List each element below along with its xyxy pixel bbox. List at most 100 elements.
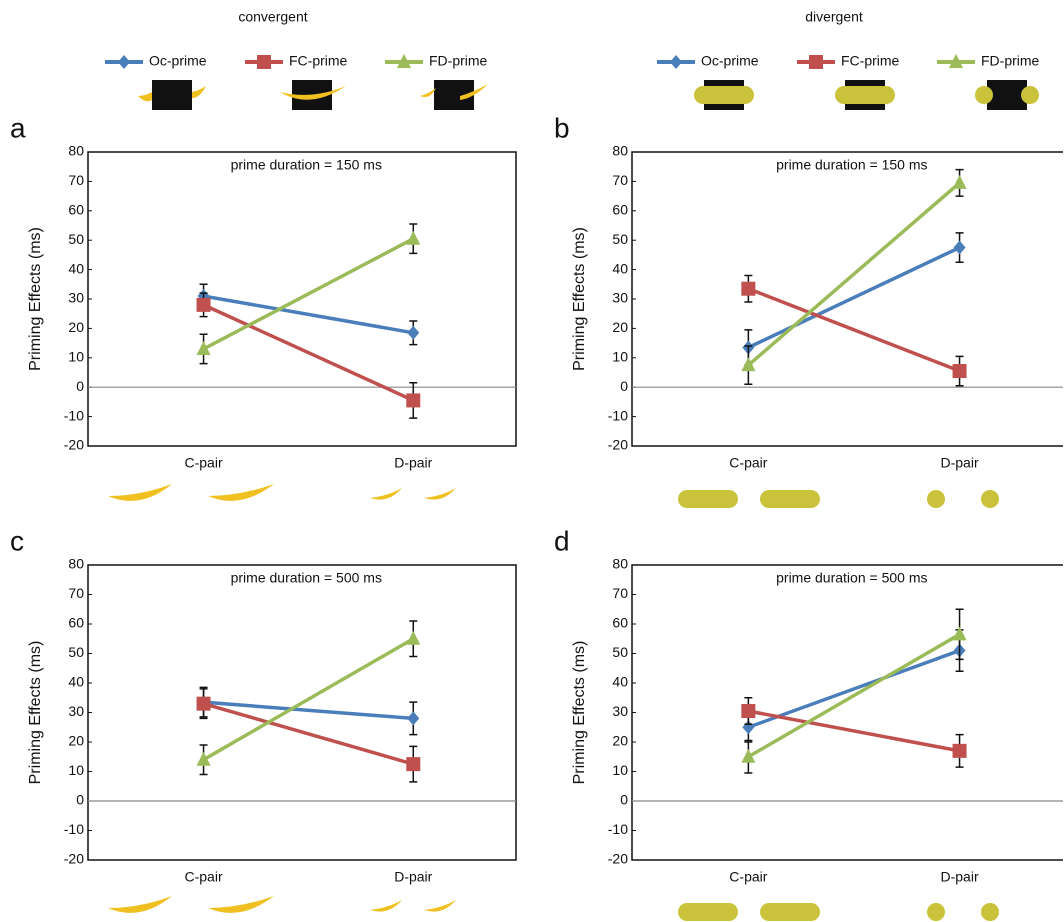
banana (370, 900, 402, 912)
plot-frame (631, 564, 1063, 861)
marker (397, 54, 411, 68)
x-tick-label: C-pair (729, 869, 767, 885)
blob (975, 86, 993, 104)
sausage (760, 903, 820, 921)
y-tick-label: -10 (64, 407, 84, 423)
x-tick-label: D-pair (940, 455, 978, 471)
column-title: divergent (805, 9, 863, 25)
marker (406, 230, 421, 245)
y-tick-label: -10 (608, 407, 628, 423)
plot-frame (87, 564, 517, 861)
legend-label: FD-prime (429, 53, 488, 69)
marker (953, 240, 966, 255)
stimulus-icons (108, 80, 1039, 921)
y-tick-label: 40 (612, 674, 628, 690)
y-tick-label: 50 (612, 231, 628, 247)
y-tick-label: 60 (68, 202, 84, 218)
series-line (202, 303, 415, 403)
y-tick-label: 80 (68, 143, 84, 159)
series-line (203, 701, 414, 766)
y-tick-label: 20 (68, 319, 84, 335)
banana (192, 86, 206, 98)
banana (208, 896, 274, 913)
y-tick-label: 10 (68, 349, 84, 365)
y-tick-label: 0 (620, 792, 628, 808)
y-tick-label: 10 (612, 762, 628, 778)
y-tick-label: 60 (612, 615, 628, 631)
y-tick-label: -20 (64, 851, 84, 867)
marker (196, 340, 211, 355)
marker (952, 174, 967, 189)
series-line (747, 181, 961, 367)
blob (981, 903, 999, 921)
y-tick-label: 70 (68, 585, 84, 601)
marker (809, 55, 823, 69)
legend-label: FD-prime (981, 53, 1040, 69)
y-tick-label: 20 (612, 319, 628, 335)
y-axis-label: Priming Effects (ms) (571, 227, 588, 371)
marker (257, 55, 271, 69)
series-line (203, 294, 414, 335)
chart-title: prime duration = 500 ms (231, 570, 382, 586)
y-tick-label: 10 (68, 762, 84, 778)
marker (741, 281, 756, 296)
banana (460, 84, 488, 100)
chart-title: prime duration = 150 ms (231, 157, 382, 173)
y-tick-label: 0 (76, 792, 84, 808)
banana (280, 86, 346, 100)
y-tick-label: 0 (76, 378, 84, 394)
panel-label: b (554, 112, 570, 143)
sausage (678, 490, 738, 508)
y-tick-label: 70 (68, 172, 84, 188)
marker (952, 364, 967, 379)
sausage (678, 903, 738, 921)
blob (1021, 86, 1039, 104)
y-axis-label: Priming Effects (ms) (27, 641, 44, 785)
y-axis-label: Priming Effects (ms) (27, 227, 44, 371)
legend-label: Oc-prime (149, 53, 207, 69)
panel-label: c (10, 525, 24, 556)
marker (670, 55, 682, 69)
y-tick-label: 30 (612, 290, 628, 306)
y-tick-label: 80 (612, 556, 628, 572)
blob (981, 490, 999, 508)
marker (952, 626, 967, 641)
banana (208, 484, 274, 501)
series-line (747, 632, 961, 759)
y-tick-label: 30 (68, 703, 84, 719)
marker (741, 704, 756, 719)
y-tick-label: 80 (68, 556, 84, 572)
x-tick-label: D-pair (940, 869, 978, 885)
y-tick-label: -20 (64, 437, 84, 453)
series-line (747, 245, 961, 350)
marker (406, 393, 421, 408)
y-tick-label: 60 (68, 615, 84, 631)
sausage (760, 490, 820, 508)
marker (407, 711, 420, 726)
marker (196, 696, 211, 711)
y-tick-label: 20 (68, 733, 84, 749)
y-tick-label: -10 (608, 821, 628, 837)
banana (370, 488, 402, 500)
banana (424, 488, 456, 500)
marker (406, 757, 421, 772)
marker (118, 55, 130, 69)
y-tick-label: 70 (612, 585, 628, 601)
blob (927, 490, 945, 508)
occluder (987, 80, 1027, 110)
y-tick-label: -20 (608, 851, 628, 867)
marker (407, 325, 420, 340)
y-tick-label: 30 (612, 703, 628, 719)
y-tick-label: 50 (68, 644, 84, 660)
y-tick-label: -10 (64, 821, 84, 837)
y-tick-label: 70 (612, 172, 628, 188)
y-tick-label: 20 (612, 733, 628, 749)
y-tick-label: -20 (608, 437, 628, 453)
occluder (152, 80, 192, 110)
marker (952, 743, 967, 758)
column-title: convergent (238, 9, 307, 25)
x-tick-label: D-pair (394, 455, 432, 471)
series-line (202, 637, 415, 762)
blob (927, 903, 945, 921)
